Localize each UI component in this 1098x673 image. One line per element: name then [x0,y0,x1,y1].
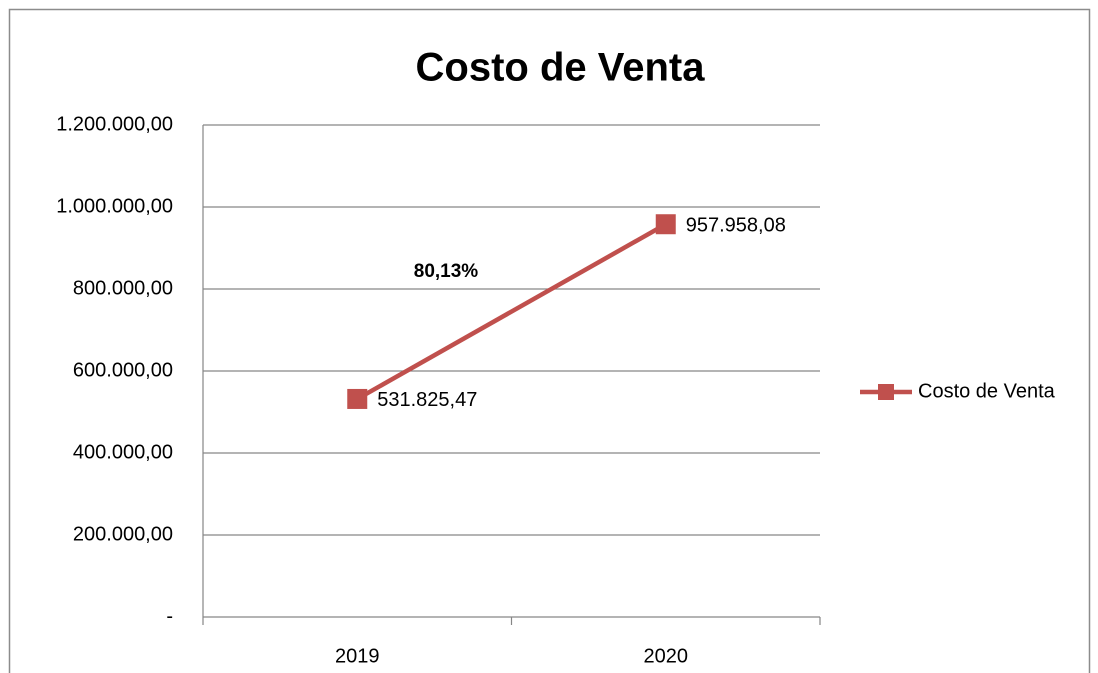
legend-label: Costo de Venta [918,380,1056,402]
chart-frame [8,8,1091,673]
marker [347,388,368,409]
y-tick-label: - [166,605,173,627]
series-line [356,222,667,401]
y-tick-label: 1.000.000,00 [56,195,173,217]
annotation: 80,13% [414,261,479,282]
y-tick-label: 600.000,00 [73,359,173,381]
chart-title: Costo de Venta [416,46,706,90]
y-tick-label: 400.000,00 [73,441,173,463]
y-tick-label: 200.000,00 [73,523,173,545]
legend-marker [878,384,894,400]
data-label: 957.958,08 [686,215,786,237]
x-tick-label: 2020 [644,645,689,667]
y-tick-label: 800.000,00 [73,277,173,299]
y-tick-label: 1.200.000,00 [56,113,173,135]
x-tick-label: 2019 [335,645,380,667]
data-label: 531.825,47 [377,389,477,411]
marker [655,214,676,235]
